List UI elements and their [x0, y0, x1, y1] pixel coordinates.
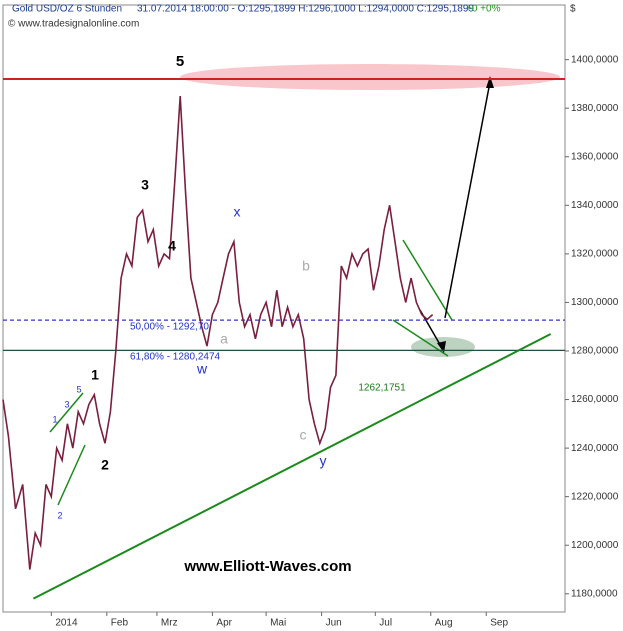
trend-line [32, 333, 552, 600]
annotation: 2 [101, 457, 109, 473]
x-tick-label: Apr [216, 618, 232, 629]
arrow-head [486, 76, 494, 88]
y-tick-label: 1220,0000 [571, 491, 619, 502]
annotation: 1 [52, 414, 57, 424]
annotation: 1 [91, 367, 99, 383]
annotation: c [300, 427, 307, 443]
annotation: 50,00% - 1292,70 [130, 322, 209, 333]
annotation: 4 [168, 238, 176, 254]
y-tick-label: 1300,0000 [571, 297, 619, 308]
y-tick-label: 1280,0000 [571, 346, 619, 357]
x-tick-label: Jun [326, 618, 342, 629]
annotation: x [234, 204, 241, 220]
wedge-line [57, 444, 86, 506]
x-tick-label: 2014 [55, 618, 78, 629]
target-zone [180, 64, 560, 90]
copyright: © www.tradesignalonline.com [8, 19, 139, 30]
header-info: 31.07.2014 18:00:00 - O:1295,1899 H:1296… [137, 4, 474, 15]
y-tick-label: 1360,0000 [571, 151, 619, 162]
header-title: Gold USD/OZ 6 Stunden [12, 4, 122, 15]
y-tick-label: 1240,0000 [571, 443, 619, 454]
header-change: +0 +0% [466, 4, 501, 15]
annotation: w [196, 361, 208, 377]
wedge-line [402, 239, 453, 321]
plot-frame [2, 4, 566, 613]
annotation: 5 [176, 53, 184, 70]
wedge-line [49, 392, 84, 433]
y-tick-label: 1180,0000 [571, 588, 618, 599]
price-line [2, 96, 434, 570]
arrow [444, 81, 491, 319]
annotation: 2 [57, 510, 62, 520]
y-tick-label: 1340,0000 [571, 200, 619, 211]
annotation: 3 [64, 399, 69, 409]
annotation: b [302, 258, 310, 274]
y-tick-label: 1320,0000 [571, 249, 619, 260]
y-tick-label: 1200,0000 [571, 540, 619, 551]
annotation: 5 [76, 384, 81, 394]
x-tick-label: Aug [435, 618, 453, 629]
annotation: 1262,1751 [358, 383, 406, 394]
x-tick-label: Feb [111, 618, 129, 629]
y-tick-label: 1260,0000 [571, 394, 619, 405]
annotation: www.Elliott-Waves.com [183, 558, 351, 575]
annotation: 61,80% - 1280,2474 [130, 352, 221, 363]
y-tick-label: 1400,0000 [571, 54, 619, 65]
annotation: 3 [141, 177, 149, 193]
x-tick-label: Mrz [161, 618, 178, 629]
annotation: a [220, 331, 228, 347]
x-tick-label: Mai [270, 618, 286, 629]
x-tick-label: Sep [490, 618, 508, 629]
y-tick-label: 1380,0000 [571, 103, 619, 114]
annotation: y [320, 453, 327, 469]
x-tick-label: Jul [379, 618, 392, 629]
currency: $ [570, 4, 576, 15]
